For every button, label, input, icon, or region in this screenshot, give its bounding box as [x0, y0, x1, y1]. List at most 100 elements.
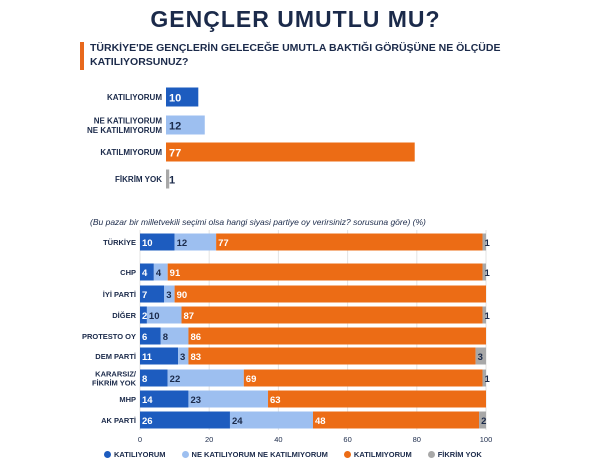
stacked-bar-segment [160, 327, 189, 345]
stacked-bar-segment [482, 306, 486, 324]
data-label: 22 [170, 374, 181, 385]
data-label: 86 [190, 332, 201, 343]
stacked-bar-segment [167, 369, 244, 387]
stacked-bar-segment [181, 306, 483, 324]
stacked-bar-segment [243, 369, 483, 387]
legend-item: FİKRİM YOK [427, 450, 482, 459]
bar [166, 169, 170, 189]
data-label: 2 [481, 416, 486, 427]
category-label: KATILIYORUM [107, 93, 162, 102]
data-label: 26 [142, 416, 153, 427]
bar [166, 115, 205, 135]
legend-swatch [343, 451, 351, 458]
data-label: 77 [169, 148, 181, 160]
x-tick-label: 80 [413, 435, 421, 444]
stacked-bar-segment [229, 411, 313, 429]
data-label: 11 [142, 352, 153, 363]
stacked-bar-segment [140, 411, 230, 429]
stacked-bar-segment [174, 233, 217, 251]
data-label: 10 [142, 238, 153, 249]
stacked-bar-segment [216, 233, 483, 251]
category-label: PROTESTO OY [82, 332, 136, 341]
category-label: FİKRİM YOK [115, 175, 162, 184]
stacked-bar-segment [188, 390, 269, 408]
data-label: 1 [169, 175, 175, 187]
chart-title: GENÇLER UMUTLU MU? [150, 6, 441, 32]
stacked-bar-segment [140, 390, 189, 408]
legend-swatch [104, 451, 111, 458]
legend-label: FİKRİM YOK [437, 450, 482, 459]
stacked-bar-segment [479, 411, 486, 429]
data-label: 1 [485, 374, 491, 385]
data-label: 14 [142, 395, 153, 406]
legend-item: KATILIYORUM [104, 450, 166, 459]
data-label: 69 [246, 374, 257, 385]
stacked-bar-segment [174, 285, 486, 303]
legend-label: KATILIYORUM [114, 450, 166, 459]
category-label: NE KATILIYORUM [94, 116, 163, 125]
stacked-bar-segment [178, 347, 189, 365]
data-label: 2 [142, 311, 147, 322]
chart-note: (Bu pazar bir milletvekili seçimi olsa h… [90, 217, 426, 227]
x-tick-label: 100 [480, 435, 493, 444]
category-label: KARARSIZ/ [95, 370, 137, 379]
data-label: 1 [485, 268, 491, 279]
data-label: 7 [142, 290, 147, 301]
stacked-bar-segment [167, 263, 483, 281]
legend-item: KATILMIYORUM [343, 450, 412, 459]
data-label: 63 [270, 395, 281, 406]
data-label: 12 [169, 121, 181, 133]
stacked-bar-segment [313, 411, 480, 429]
stacked-bar-segment [482, 263, 486, 281]
data-label: 23 [190, 395, 201, 406]
stacked-bar-segment [140, 347, 179, 365]
data-label: 3 [166, 290, 171, 301]
stacked-bar-segment [140, 263, 154, 281]
data-label: 12 [177, 238, 188, 249]
legend-label: NE KATILIYORUM NE KATILMIYORUM [191, 450, 328, 459]
data-label: 10 [149, 311, 160, 322]
legend-swatch [181, 451, 189, 458]
stacked-bar-segment [482, 233, 486, 251]
data-label: 83 [190, 352, 201, 363]
stacked-bar-segment [146, 306, 182, 324]
stacked-bar-segment [140, 369, 168, 387]
category-label: DEM PARTİ [95, 352, 136, 361]
x-tick-label: 40 [274, 435, 282, 444]
category-label: AK PARTİ [101, 416, 136, 425]
category-label: CHP [120, 268, 136, 277]
stacked-bar-segment [153, 263, 168, 281]
stacked-bar-segment [164, 285, 175, 303]
data-label: 77 [218, 238, 229, 249]
data-label: 1 [485, 311, 491, 322]
x-tick-label: 20 [205, 435, 213, 444]
data-label: 3 [478, 352, 483, 363]
question-accent-bar [80, 42, 84, 70]
data-label: 87 [184, 311, 195, 322]
survey-question: TÜRKİYE'DE GENÇLERİN GELECEĞE UMUTLA BAK… [90, 42, 501, 68]
stacked-bar-segment [140, 327, 161, 345]
x-tick-label: 60 [343, 435, 351, 444]
data-label: 4 [142, 268, 148, 279]
data-label: 8 [163, 332, 168, 343]
category-label: KATILMIYORUM [100, 148, 162, 157]
chart-legend: KATILIYORUM NE KATILIYORUM NE KATILMIYORU… [104, 450, 482, 459]
legend-label: KATILMIYORUM [353, 450, 412, 459]
stacked-bar-segment [188, 347, 476, 365]
data-label: 10 [169, 93, 181, 105]
legend-item: NE KATILIYORUM NE KATILMIYORUM [181, 450, 328, 459]
bar [166, 87, 199, 107]
category-label: MHP [119, 395, 136, 404]
bar [166, 142, 415, 162]
x-tick-label: 0 [138, 435, 142, 444]
data-label: 90 [177, 290, 188, 301]
category-label: TÜRKİYE [103, 238, 136, 247]
data-label: 4 [156, 268, 162, 279]
stacked-bar-segment [482, 369, 486, 387]
data-label: 3 [180, 352, 185, 363]
stacked-bar-segment [475, 347, 486, 365]
stacked-bar-segment [188, 327, 486, 345]
category-label: DİĞER [112, 311, 136, 320]
data-label: 8 [142, 374, 147, 385]
